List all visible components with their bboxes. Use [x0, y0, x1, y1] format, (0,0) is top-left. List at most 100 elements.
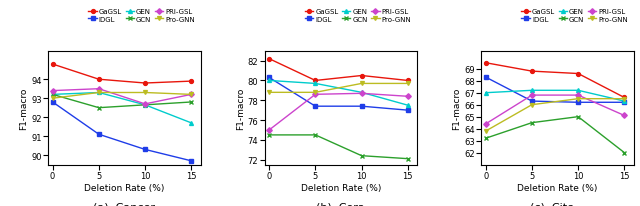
Line: IDGL: IDGL	[484, 76, 627, 105]
Pro-GNN	[482, 130, 490, 133]
PRI-GSL	[358, 93, 365, 95]
Legend: GaGSL, IDGL, GEN, GCN, PRI-GSL, Pro-GNN: GaGSL, IDGL, GEN, GCN, PRI-GSL, Pro-GNN	[303, 7, 413, 25]
Line: GEN: GEN	[268, 79, 410, 108]
GEN	[95, 92, 102, 94]
GCN	[528, 122, 536, 124]
Line: PRI-GSL: PRI-GSL	[484, 94, 627, 126]
Legend: GaGSL, IDGL, GEN, GCN, PRI-GSL, Pro-GNN: GaGSL, IDGL, GEN, GCN, PRI-GSL, Pro-GNN	[86, 7, 197, 25]
Y-axis label: F1-macro: F1-macro	[452, 87, 461, 129]
Pro-GNN	[312, 92, 319, 94]
Line: GEN: GEN	[484, 89, 627, 104]
IDGL	[482, 76, 490, 79]
PRI-GSL	[404, 96, 412, 98]
Pro-GNN	[266, 92, 273, 94]
GEN	[528, 90, 536, 92]
GaGSL	[482, 62, 490, 65]
PRI-GSL	[621, 115, 628, 117]
GCN	[621, 152, 628, 154]
GEN	[49, 94, 56, 96]
Y-axis label: F1-macro: F1-macro	[19, 87, 28, 129]
IDGL	[49, 101, 56, 104]
Pro-GNN	[95, 92, 102, 94]
PRI-GSL	[574, 94, 582, 97]
PRI-GSL	[528, 94, 536, 97]
PRI-GSL	[141, 103, 149, 106]
Text: (c)  Cite...: (c) Cite...	[530, 201, 585, 206]
GCN	[358, 155, 365, 157]
IDGL	[404, 109, 412, 112]
Line: Pro-GNN: Pro-GNN	[484, 97, 627, 133]
Line: GaGSL: GaGSL	[268, 57, 410, 83]
Text: (a)  Cancer: (a) Cancer	[93, 201, 156, 206]
GEN	[188, 122, 195, 124]
PRI-GSL	[482, 123, 490, 125]
X-axis label: Deletion Rate (%): Deletion Rate (%)	[84, 183, 164, 192]
GaGSL	[49, 63, 56, 66]
GaGSL	[266, 58, 273, 61]
GCN	[188, 101, 195, 104]
IDGL	[528, 100, 536, 103]
PRI-GSL	[312, 94, 319, 96]
GCN	[574, 116, 582, 118]
GaGSL	[312, 80, 319, 82]
GaGSL	[528, 70, 536, 73]
Pro-GNN	[49, 97, 56, 100]
Line: GCN: GCN	[268, 133, 410, 161]
GaGSL	[141, 82, 149, 85]
Y-axis label: F1-macro: F1-macro	[236, 87, 244, 129]
Line: Pro-GNN: Pro-GNN	[268, 82, 410, 95]
Line: GaGSL: GaGSL	[484, 62, 627, 100]
GaGSL	[404, 80, 412, 82]
Line: GCN: GCN	[484, 115, 627, 155]
GEN	[266, 80, 273, 82]
Pro-GNN	[404, 83, 412, 85]
PRI-GSL	[95, 88, 102, 90]
PRI-GSL	[49, 90, 56, 92]
IDGL	[312, 105, 319, 108]
Line: GaGSL: GaGSL	[51, 63, 193, 85]
PRI-GSL	[188, 94, 195, 96]
Pro-GNN	[574, 98, 582, 101]
IDGL	[141, 149, 149, 151]
PRI-GSL	[266, 129, 273, 132]
Pro-GNN	[528, 104, 536, 107]
Line: IDGL: IDGL	[268, 76, 410, 112]
GEN	[358, 92, 365, 94]
GEN	[312, 83, 319, 85]
GaGSL	[358, 75, 365, 77]
GCN	[312, 134, 319, 137]
Line: IDGL: IDGL	[51, 101, 193, 163]
Pro-GNN	[141, 92, 149, 94]
Pro-GNN	[358, 83, 365, 85]
IDGL	[95, 133, 102, 136]
GCN	[141, 104, 149, 107]
GEN	[621, 100, 628, 103]
Line: PRI-GSL: PRI-GSL	[51, 87, 193, 106]
GaGSL	[574, 73, 582, 75]
GEN	[482, 92, 490, 95]
IDGL	[266, 77, 273, 79]
GCN	[49, 94, 56, 96]
GEN	[574, 90, 582, 92]
IDGL	[574, 102, 582, 104]
Legend: GaGSL, IDGL, GEN, GCN, PRI-GSL, Pro-GNN: GaGSL, IDGL, GEN, GCN, PRI-GSL, Pro-GNN	[520, 7, 630, 25]
GEN	[404, 104, 412, 107]
X-axis label: Deletion Rate (%): Deletion Rate (%)	[517, 183, 598, 192]
Text: (b)  Cora: (b) Cora	[316, 201, 365, 206]
Line: Pro-GNN: Pro-GNN	[51, 91, 193, 101]
Line: GCN: GCN	[51, 93, 193, 110]
Pro-GNN	[188, 94, 195, 96]
GCN	[482, 137, 490, 140]
Line: PRI-GSL: PRI-GSL	[268, 92, 410, 132]
Pro-GNN	[621, 98, 628, 101]
X-axis label: Deletion Rate (%): Deletion Rate (%)	[301, 183, 381, 192]
GCN	[404, 158, 412, 160]
Line: GEN: GEN	[51, 91, 193, 125]
IDGL	[188, 160, 195, 162]
GCN	[95, 107, 102, 109]
GCN	[266, 134, 273, 137]
IDGL	[358, 105, 365, 108]
IDGL	[621, 102, 628, 104]
GEN	[141, 104, 149, 107]
GaGSL	[188, 81, 195, 83]
